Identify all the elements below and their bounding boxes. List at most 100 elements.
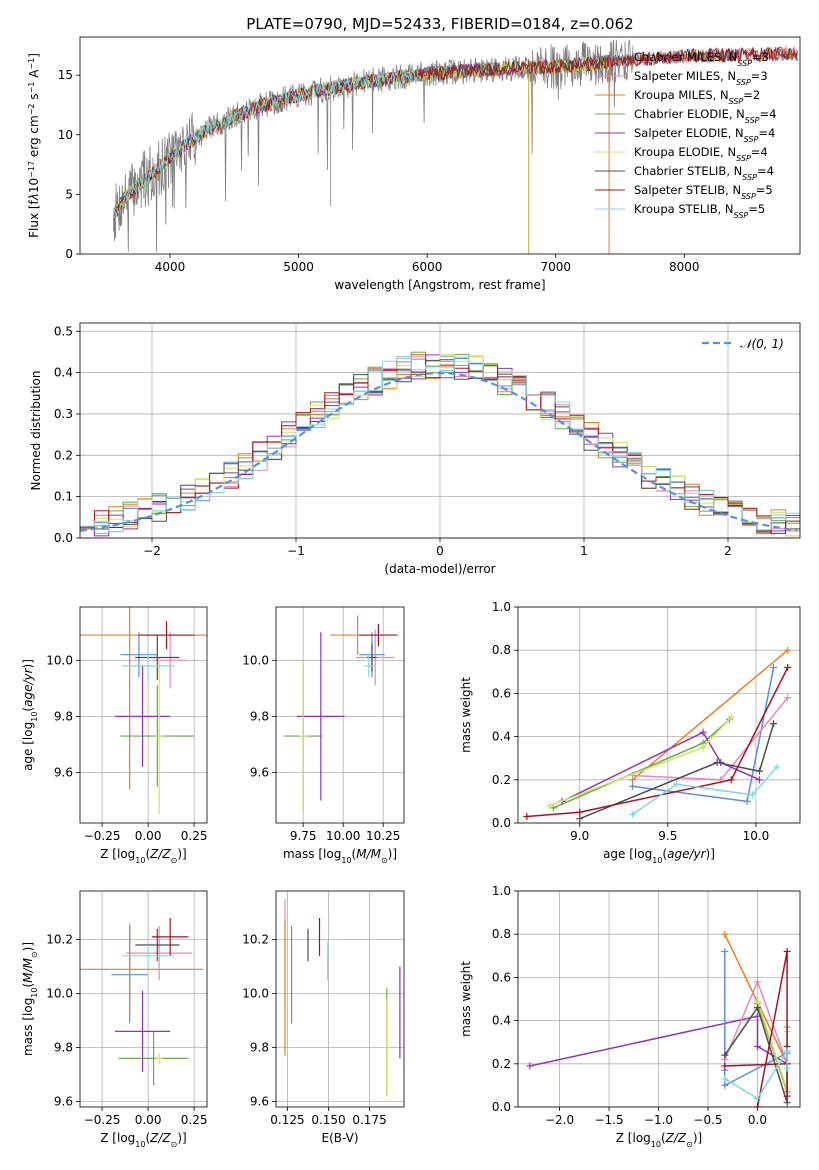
x-tick-label: −2 (143, 544, 161, 558)
panel-mass-Z: −0.25 0.00 0.25 9.6 9.8 10.0 10.2 Z [log10(Z/Z⊙… (21, 890, 208, 1149)
weight-point-marker (783, 1092, 791, 1100)
errorbar-salpeter-elodie (114, 990, 171, 1072)
x-tick-label: 9.5 (658, 829, 677, 843)
weight-point-marker (721, 930, 729, 938)
errorbar-salpeter-stelib (151, 918, 189, 956)
plot-area (80, 351, 800, 537)
y-tick-label: 9.6 (54, 766, 73, 780)
x-tick-label: 0.125 (270, 1113, 304, 1127)
y-tick-label: 0.4 (492, 1014, 511, 1028)
y-axis-label: mass weight (459, 677, 473, 753)
figure-title: PLATE=0790, MJD=52433, FIBERID=0184, z=0… (246, 15, 633, 33)
x-tick-label: −0.25 (84, 829, 121, 843)
weight-point-marker (549, 804, 557, 812)
y-tick-label: 0.2 (492, 773, 511, 787)
y-tick-label: 9.6 (250, 766, 269, 780)
panel-weight-Z: −2.0 −1.5 −1.0 −0.5 0.0 0.0 0.2 0.4 0.6 0.8 1.0 Z [… (459, 884, 801, 1149)
y-axis-label: mass [log10(M/M⊙)] (21, 942, 39, 1056)
x-tick-label: 0.0 (748, 1113, 767, 1127)
y-tick-label: 0.1 (54, 490, 73, 504)
weight-point-marker (755, 776, 763, 784)
plot-area (523, 646, 792, 823)
weight-point-marker (748, 791, 756, 799)
x-tick-label: −1.5 (594, 1113, 623, 1127)
y-tick-label: 9.8 (54, 709, 73, 723)
x-tick-label: 7000 (540, 260, 571, 274)
weight-line (561, 731, 760, 803)
x-tick-label: 0.25 (181, 829, 208, 843)
errorbar-kroupa-miles (80, 923, 204, 1016)
y-tick-label: 0.8 (492, 643, 511, 657)
x-tick-label: 10.0 (743, 829, 770, 843)
errorbar-kroupa-stelib (122, 649, 174, 683)
y-tick-label: 0.0 (492, 816, 511, 830)
y-tick-label: 1.0 (492, 884, 511, 898)
x-tick-label: 9.75 (290, 829, 317, 843)
x-tick-label: −2.0 (545, 1113, 574, 1127)
weight-series-salpeter-stelib (721, 947, 791, 1107)
weight-line (526, 667, 789, 818)
legend-entry-salpeter-miles: Salpeter MILES, NSSP=3 (634, 69, 768, 87)
axes-frame (275, 890, 405, 1108)
weight-point-marker (783, 1099, 791, 1107)
y-tick-label: 9.6 (250, 1095, 269, 1109)
x-axis-label: mass [log10(M/M⊙)] (283, 847, 397, 865)
x-axis-label: wavelength [Angstrom, rest frame] (334, 278, 545, 292)
y-axis-label: mass weight (459, 961, 473, 1037)
x-axis-label: (data-model)/error (384, 562, 495, 576)
weight-point-marker (753, 1094, 761, 1102)
weight-point-marker (713, 759, 721, 767)
weight-point-marker (783, 947, 791, 955)
axes-frame (79, 606, 208, 824)
weight-point-marker (753, 1043, 761, 1051)
y-tick-label: 0.6 (492, 686, 511, 700)
errorbar-chabrier-stelib (135, 635, 180, 680)
weight-series-kroupa-miles (629, 646, 792, 784)
panel-weight-age: 9.0 9.5 10.0 0.0 0.2 0.4 0.6 0.8 1.0 age [log10(a… (459, 600, 801, 865)
weight-point-marker (721, 1062, 729, 1070)
x-tick-label: 0 (436, 544, 444, 558)
legend-entry-kroupa-elodie: Kroupa ELODIE, NSSP=4 (634, 145, 768, 163)
axes-frame (517, 606, 801, 824)
weight-point-marker (727, 776, 735, 784)
weight-point-marker (784, 663, 792, 671)
plot-area (284, 615, 398, 812)
legend-entry-kroupa-stelib: Kroupa STELIB, NSSP=5 (634, 202, 765, 220)
errorbar-chabrier-elodie (118, 1031, 189, 1086)
errorbar-kroupa-stelib (364, 654, 374, 678)
y-tick-label: 0.0 (54, 531, 73, 545)
x-tick-label: 10.25 (366, 829, 400, 843)
weight-point-marker (783, 1047, 791, 1055)
x-tick-label: 5000 (283, 260, 314, 274)
histogram-salpeter-stelib (80, 364, 800, 534)
plot-area (80, 607, 207, 815)
weight-point-marker (721, 947, 729, 955)
axes-frame (79, 890, 208, 1108)
x-tick-label: 10.00 (326, 829, 360, 843)
y-tick-label: 0.2 (492, 1057, 511, 1071)
errorbar-salpeter-elodie (296, 632, 345, 801)
y-tick-label: 10.0 (242, 653, 269, 667)
x-tick-label: −1 (287, 544, 305, 558)
weight-point-marker (770, 720, 778, 728)
weight-series-kroupa-stelib (629, 763, 781, 818)
weight-point-marker (629, 782, 637, 790)
y-tick-label: 15 (58, 68, 73, 82)
model-line-kroupa-elodie (113, 54, 608, 220)
plot-area (113, 39, 798, 254)
weight-line (724, 933, 788, 1065)
panel-age-Z: −0.25 0.00 0.25 9.6 9.8 10.0 Z [log10(Z/Z⊙)] ag… (21, 606, 208, 865)
y-axis-label: age [log10(age/yr)] (21, 659, 39, 771)
y-tick-label: 0.4 (492, 730, 511, 744)
x-axis-label: Z [log10(Z/Z⊙)] (100, 847, 186, 865)
y-tick-label: 10.0 (242, 987, 269, 1001)
weight-point-marker (721, 1051, 729, 1059)
weight-point-marker (721, 1075, 729, 1083)
y-tick-label: 0.5 (54, 324, 73, 338)
weight-point-marker (753, 978, 761, 986)
x-axis-label: Z [log10(Z/Z⊙)] (100, 1131, 186, 1149)
legend-entry-salpeter-stelib: Salpeter STELIB, NSSP=5 (634, 183, 773, 201)
x-tick-label: 0.00 (135, 829, 162, 843)
weight-point-marker (699, 728, 707, 736)
y-tick-label: 9.6 (54, 1095, 73, 1109)
